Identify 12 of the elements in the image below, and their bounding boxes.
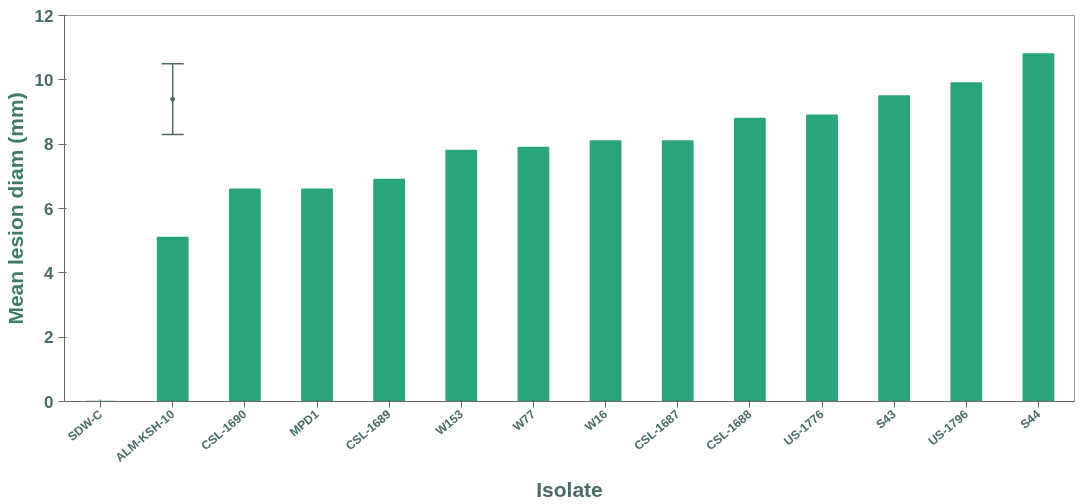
x-tick-label: W16 — [582, 406, 611, 434]
x-tick-label: S44 — [1017, 406, 1044, 432]
y-axis-title: Mean lesion diam (mm) — [3, 92, 27, 325]
y-tick-label: 4 — [44, 263, 55, 283]
x-tick-label: S43 — [873, 406, 899, 432]
y-tick-label: 0 — [44, 392, 54, 412]
y-tick-label: 10 — [34, 70, 54, 90]
y-tick-label: 8 — [44, 135, 54, 155]
y-tick-label: 12 — [34, 6, 54, 26]
x-axis-title: Isolate — [536, 478, 603, 502]
y-tick-label: 2 — [44, 328, 54, 348]
y-tick-label: 6 — [44, 199, 54, 219]
